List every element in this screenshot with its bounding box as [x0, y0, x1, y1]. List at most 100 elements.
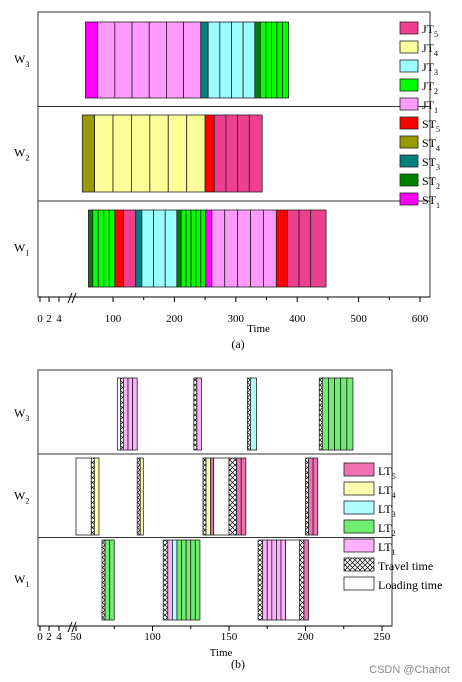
axis-break-mark [71, 292, 77, 304]
row-label: W2 [14, 146, 29, 163]
gantt-panel-b: W3 W2 W1 0 2 4 50 100 150 200 250 Time(b) LT5 LT4 LT3 L… [14, 369, 442, 671]
gantt-bar-LT2 [328, 377, 335, 451]
x-tick-label: 600 [412, 313, 429, 325]
panel-label: (a) [231, 337, 244, 351]
legend-swatch-LT4 [343, 481, 375, 496]
gantt-bar-JT2 [195, 209, 202, 288]
legend-swatch-loading [343, 576, 375, 591]
gantt-bar-JT2 [200, 209, 207, 288]
gantt-bar-travel [305, 457, 309, 536]
gantt-bar-ST2 [176, 209, 182, 288]
gantt-bar-ST2 [254, 21, 261, 99]
gantt-bar-LT4 [139, 457, 144, 536]
legend-swatch-LT3 [343, 500, 375, 515]
gantt-bar-travel [136, 457, 141, 536]
gantt-bar-JT3 [242, 21, 256, 99]
x-tick-label: 100 [144, 631, 161, 643]
gantt-bar-JT2 [180, 209, 187, 288]
x-tick-label: 250 [374, 631, 391, 643]
gantt-bar-JT3 [231, 21, 244, 99]
gantt-bar-LT2 [194, 539, 201, 621]
gantt-bar-ST1 [205, 209, 213, 288]
legend-label: JT5 [422, 22, 438, 39]
x-tick-label: 500 [350, 313, 367, 325]
gantt-bar-LT2 [176, 539, 182, 621]
gantt-bar-ST1 [84, 21, 99, 99]
legend-swatch-JT2 [399, 78, 419, 92]
x-tick-label: 400 [289, 313, 306, 325]
x-tick-label: 0 [37, 313, 43, 325]
gantt-bar-travel [162, 539, 169, 621]
gantt-bar-JT2 [276, 21, 283, 99]
gantt-bar-JT1 [114, 21, 133, 99]
x-tick-label: 4 [56, 313, 62, 325]
gantt-bar-ST5 [204, 114, 215, 193]
x-tick-label: 0 [37, 631, 43, 643]
gantt-bar-JT5 [298, 209, 312, 288]
x-axis-label: Time [210, 647, 233, 659]
gantt-bar-LT5 [240, 457, 247, 536]
gantt-bar-ST2 [88, 209, 94, 288]
x-tick-label: 100 [105, 313, 122, 325]
legend-swatch-ST1 [399, 192, 419, 206]
legend-label: LT3 [378, 502, 396, 519]
gantt-bar-JT5 [123, 209, 137, 288]
legend-swatch-ST3 [399, 154, 419, 168]
legend-label: Travel time [378, 559, 433, 573]
row-label: W2 [14, 489, 29, 506]
gantt-bar-LT1 [167, 539, 173, 621]
gantt-bar-ST5 [114, 209, 124, 288]
gantt-bar-JT2 [271, 21, 278, 99]
gantt-bar-JT1 [237, 209, 251, 288]
gantt-bar-travel [193, 377, 198, 451]
legend-label: ST3 [422, 155, 440, 172]
row-label: W1 [14, 241, 29, 258]
gantt-bar-JT1 [263, 209, 277, 288]
gantt-bar-travel [119, 377, 124, 451]
legend-label: Loading time [378, 578, 442, 592]
gantt-bar-LT1 [127, 377, 134, 451]
gantt-bar-JT2 [282, 21, 290, 99]
gantt-bar-LT5 [303, 539, 309, 621]
legend-swatch-ST5 [399, 116, 419, 130]
legend-label: JT1 [422, 98, 438, 115]
gantt-bar-JT5 [248, 114, 263, 193]
x-axis-label: Time [247, 323, 270, 335]
gantt-bar-JT3 [207, 21, 221, 99]
x-tick-label: 50 [71, 631, 83, 643]
gantt-bar-travel [202, 457, 207, 536]
gantt-bar-JT2 [97, 209, 105, 288]
gantt-bar-LT2 [104, 539, 111, 621]
gantt-bar-JT5 [286, 209, 300, 288]
gantt-bar-LT5 [210, 457, 215, 536]
axis-break-mark [71, 621, 77, 633]
gantt-bar-LT1 [271, 539, 277, 621]
legend-swatch-JT1 [399, 97, 419, 111]
gantt-bar-JT4 [112, 114, 132, 193]
gantt-bar-JT5 [213, 114, 227, 193]
gantt-bar-JT1 [224, 209, 239, 288]
gantt-bar-JT1 [148, 21, 167, 99]
gantt-bar-LT3 [250, 377, 257, 451]
gantt-bar-loading [75, 457, 92, 536]
gantt-bar-JT1 [211, 209, 226, 288]
x-tick-label: 200 [166, 313, 183, 325]
legend-swatch-ST4 [399, 135, 419, 149]
x-tick-label: 300 [228, 313, 245, 325]
gantt-bar-JT5 [237, 114, 250, 193]
gantt-bar-travel [228, 457, 238, 536]
gantt-bar-JT1 [97, 21, 116, 99]
gantt-bar-JT3 [141, 209, 154, 288]
gantt-bar-JT1 [166, 21, 185, 99]
legend-label: JT2 [422, 79, 438, 96]
gantt-bar-JT4 [186, 114, 206, 193]
gantt-bar-JT2 [92, 209, 99, 288]
gantt-bar-JT2 [103, 209, 110, 288]
gantt-bar-JT1 [250, 209, 264, 288]
legend-swatch-LT1 [343, 538, 375, 553]
gantt-bar-JT1 [183, 21, 202, 99]
gantt-bar-LT5 [236, 457, 242, 536]
gantt-bar-JT4 [94, 114, 114, 193]
gantt-bar-JT2 [190, 209, 197, 288]
axis-break-mark [67, 292, 73, 304]
